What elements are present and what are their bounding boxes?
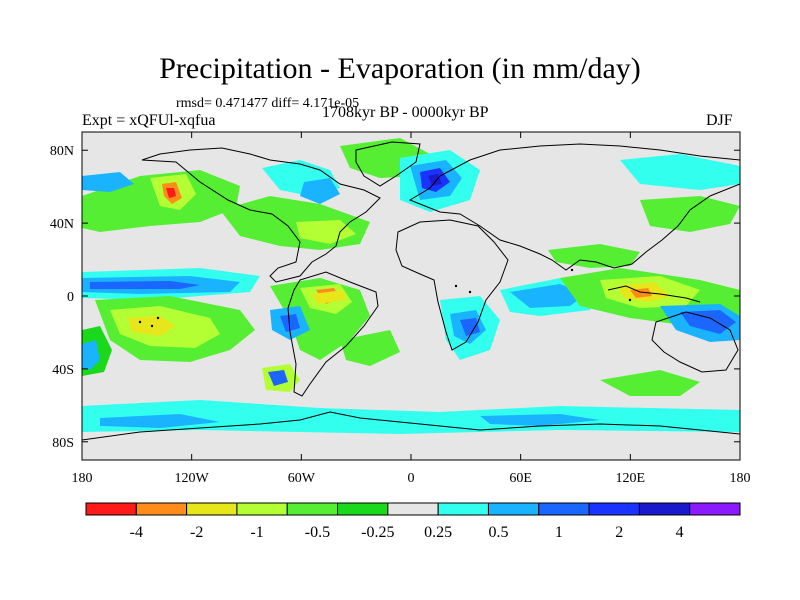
coastline-greenland <box>355 141 421 187</box>
stipple-dots <box>138 268 632 328</box>
chart-title: Precipitation - Evaporation (in mm/day) <box>159 52 641 85</box>
y-tick-label: 40N <box>50 217 74 232</box>
colorbar-swatch <box>588 502 640 516</box>
x-tick-label: 0 <box>408 471 415 486</box>
colorbar-label: 0.5 <box>489 524 509 541</box>
stipple-dot <box>454 284 458 288</box>
field-patch <box>166 188 176 198</box>
field-patch <box>312 290 346 304</box>
colorbar-swatch <box>387 502 439 516</box>
map-plot <box>82 132 740 460</box>
coastline-antarctica <box>82 411 740 441</box>
field-patch <box>300 178 340 204</box>
x-tick-label: 120W <box>175 471 210 486</box>
coastline-indonesia <box>607 285 701 303</box>
colorbar-label: 2 <box>615 524 623 541</box>
axis-ticks: 180 120W 60W 0 60E 120E 180 80N 40N 0 40S 80S <box>50 132 751 486</box>
experiment-label: Expt = xQFUl-xqfua <box>82 112 216 129</box>
colorbar-swatch <box>286 502 339 516</box>
colorbar-swatch <box>135 502 188 516</box>
colorbar-swatch <box>236 502 288 516</box>
coastlines <box>82 141 740 441</box>
stipple-dot <box>138 320 142 324</box>
field-patch <box>280 314 300 332</box>
field-patch <box>90 281 200 289</box>
stipple-dot <box>468 290 472 294</box>
field-patch <box>620 154 740 190</box>
field-patch <box>100 414 220 428</box>
field-patch <box>640 196 740 232</box>
colorbar-swatch <box>638 502 691 516</box>
x-tick-label: 60W <box>288 471 316 486</box>
x-tick-label: 180 <box>730 471 751 486</box>
colorbar-label: 0.25 <box>424 524 452 541</box>
field-patch <box>428 174 442 186</box>
field-patch <box>600 370 700 396</box>
field-patch <box>340 330 400 366</box>
x-tick-label: 180 <box>72 471 93 486</box>
colorbar-label: -2 <box>190 524 203 541</box>
field-patch <box>480 414 600 426</box>
colorbar-swatch <box>85 502 137 516</box>
stipple-dot <box>570 268 574 272</box>
colorbar: -4 -2 -1 -0.5 -0.25 0.25 0.5 1 2 4 <box>85 502 741 541</box>
coastline-north-america <box>141 147 381 283</box>
field-patch <box>268 370 288 386</box>
coastline-africa <box>395 219 509 351</box>
coastline-australia <box>651 311 739 373</box>
colorbar-swatch <box>538 502 590 516</box>
coastline-eurasia <box>408 143 740 271</box>
field-patch <box>82 340 100 370</box>
field-patch <box>82 400 740 434</box>
colorbar-label: 4 <box>676 524 684 541</box>
stipple-dot <box>156 316 160 320</box>
field-patch <box>680 310 736 334</box>
period-label: 1708kyr BP - 0000kyr BP <box>322 104 489 121</box>
season-label: DJF <box>706 112 733 129</box>
colorbar-swatch <box>337 502 389 516</box>
field-patch <box>296 220 356 244</box>
field-patch <box>82 172 134 192</box>
field-patch <box>548 244 640 268</box>
coastline-south-america <box>287 271 379 397</box>
y-tick-label: 80N <box>50 144 74 159</box>
field-patch <box>510 284 586 308</box>
y-tick-label: 0 <box>67 290 74 305</box>
y-tick-label: 80S <box>52 436 74 451</box>
y-tick-label: 40S <box>52 363 74 378</box>
colorbar-label: 1 <box>555 524 563 541</box>
colorbar-swatch <box>689 502 741 516</box>
stipple-dot <box>150 324 154 328</box>
colorbar-label: -0.25 <box>361 524 394 541</box>
colorbar-label: -4 <box>130 524 143 541</box>
colorbar-label: -0.5 <box>305 524 330 541</box>
stipple-dot <box>628 298 632 302</box>
colorbar-swatch <box>487 502 540 516</box>
x-tick-label: 60E <box>509 471 532 486</box>
colorbar-swatch <box>186 502 238 516</box>
colorbar-label: -1 <box>250 524 263 541</box>
stats-label: rmsd= 0.471477 diff= 4.171e-05 <box>176 96 360 111</box>
x-tick-label: 120E <box>616 471 646 486</box>
colorbar-swatch <box>437 502 489 516</box>
field-patch <box>460 318 480 336</box>
